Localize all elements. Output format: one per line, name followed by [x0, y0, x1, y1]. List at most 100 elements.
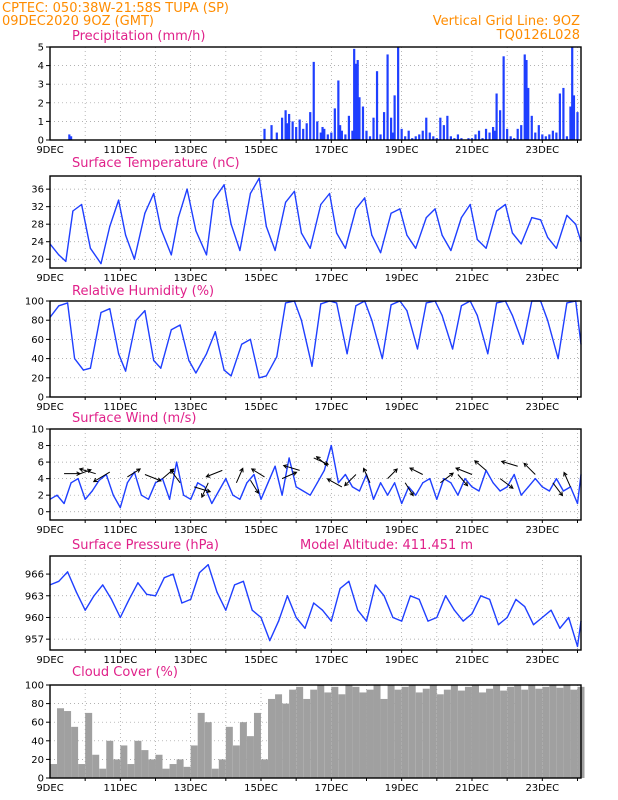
cloud-bar — [366, 689, 374, 778]
data-point — [496, 210, 498, 212]
precip-bar — [298, 119, 301, 140]
panel-0 — [46, 46, 582, 143]
y-tick-label: 8 — [38, 441, 44, 452]
x-tick-label: 19DEC — [385, 655, 419, 666]
precip-bar — [68, 134, 71, 140]
cloud-bar — [471, 685, 479, 778]
data-point — [401, 620, 403, 622]
y-tick-label: 100 — [25, 297, 44, 308]
series-line — [49, 177, 582, 265]
data-point — [239, 498, 241, 500]
data-point — [464, 478, 466, 480]
data-point — [313, 602, 315, 604]
cloud-bar — [197, 712, 205, 778]
data-point — [277, 620, 280, 622]
data-point — [186, 188, 188, 190]
precip-bar — [565, 136, 569, 140]
header-station: CPTEC: 050:38W-21:58S TUPA (SP) — [2, 1, 229, 16]
y-tick-label: 24 — [31, 237, 44, 248]
data-point — [379, 482, 382, 484]
data-point — [476, 314, 478, 316]
y-tick-label: 20 — [31, 255, 44, 266]
wind-vector-arrow — [404, 482, 414, 497]
y-tick-label: 100 — [25, 681, 44, 692]
x-tick-label: 23DEC — [525, 273, 559, 284]
cloud-bar — [246, 736, 254, 778]
data-point — [416, 348, 419, 350]
data-point — [527, 486, 529, 488]
data-point — [550, 609, 552, 611]
data-point — [311, 365, 313, 367]
data-point — [546, 236, 549, 238]
data-point — [153, 192, 155, 195]
data-point — [335, 232, 338, 234]
data-point — [109, 225, 111, 227]
panel-title: Surface Pressure (hPa) — [72, 538, 219, 553]
data-point — [436, 498, 438, 500]
data-point — [409, 595, 412, 597]
data-point — [82, 369, 85, 371]
data-point — [358, 490, 361, 492]
data-point — [532, 624, 535, 626]
data-point — [344, 473, 346, 476]
cloud-bar — [549, 685, 557, 778]
data-point — [89, 367, 92, 369]
data-point — [506, 616, 508, 619]
data-point — [309, 247, 311, 249]
cloud-bar — [211, 768, 219, 778]
cloud-bar — [373, 685, 381, 778]
precip-bar — [263, 128, 266, 140]
precip-bar — [572, 95, 576, 140]
panel-title: Cloud Cover (%) — [72, 665, 178, 680]
data-point — [371, 319, 373, 321]
precip-bar — [414, 136, 417, 140]
x-tick-label: 23DEC — [525, 655, 559, 666]
x-tick-label: 23DEC — [525, 145, 559, 156]
data-point — [330, 444, 332, 447]
data-point — [125, 234, 127, 236]
data-point — [204, 486, 206, 488]
series-line — [49, 564, 582, 648]
cloud-bar — [57, 708, 65, 778]
data-point — [372, 498, 375, 500]
data-point — [457, 494, 459, 496]
data-point — [511, 314, 514, 316]
wind-vector-arrow — [500, 460, 518, 467]
wind-vector-arrow — [409, 467, 423, 475]
cloud-bar — [148, 759, 156, 778]
wind-vector-arrow — [499, 478, 514, 489]
precip-bar — [368, 136, 372, 140]
data-point — [546, 319, 549, 321]
cloud-bar — [394, 689, 402, 778]
data-point — [471, 486, 473, 488]
data-point — [357, 609, 359, 611]
x-tick-label: 15DEC — [244, 525, 278, 536]
data-point — [207, 564, 209, 566]
precip-bar — [326, 134, 329, 140]
precip-bar — [435, 138, 438, 140]
y-tick-label: 80 — [31, 316, 44, 327]
x-tick-label: 13DEC — [174, 402, 208, 413]
x-tick-label: 9DEC — [36, 655, 63, 666]
precip-bar — [449, 136, 452, 140]
x-tick-label: 17DEC — [314, 145, 348, 156]
header-grid-note: Vertical Grid Line: 9OZ — [433, 14, 580, 29]
data-point — [480, 595, 482, 597]
cloud-bar — [507, 686, 515, 778]
data-point — [504, 203, 506, 206]
cloud-bar — [260, 759, 268, 778]
precip-bar — [467, 138, 470, 140]
series-line — [49, 444, 582, 509]
y-tick-label: 5 — [38, 43, 44, 54]
x-tick-label: 17DEC — [314, 273, 348, 284]
data-point — [450, 482, 452, 484]
data-point — [216, 591, 218, 593]
cloud-bar — [387, 685, 395, 778]
x-tick-label: 9DEC — [36, 273, 63, 284]
precip-bar — [361, 106, 365, 140]
precip-bar — [484, 128, 488, 140]
cloud-bar — [408, 685, 416, 778]
precip-bar — [382, 112, 386, 140]
precip-bar — [316, 121, 319, 140]
x-tick-label: 21DEC — [455, 402, 489, 413]
